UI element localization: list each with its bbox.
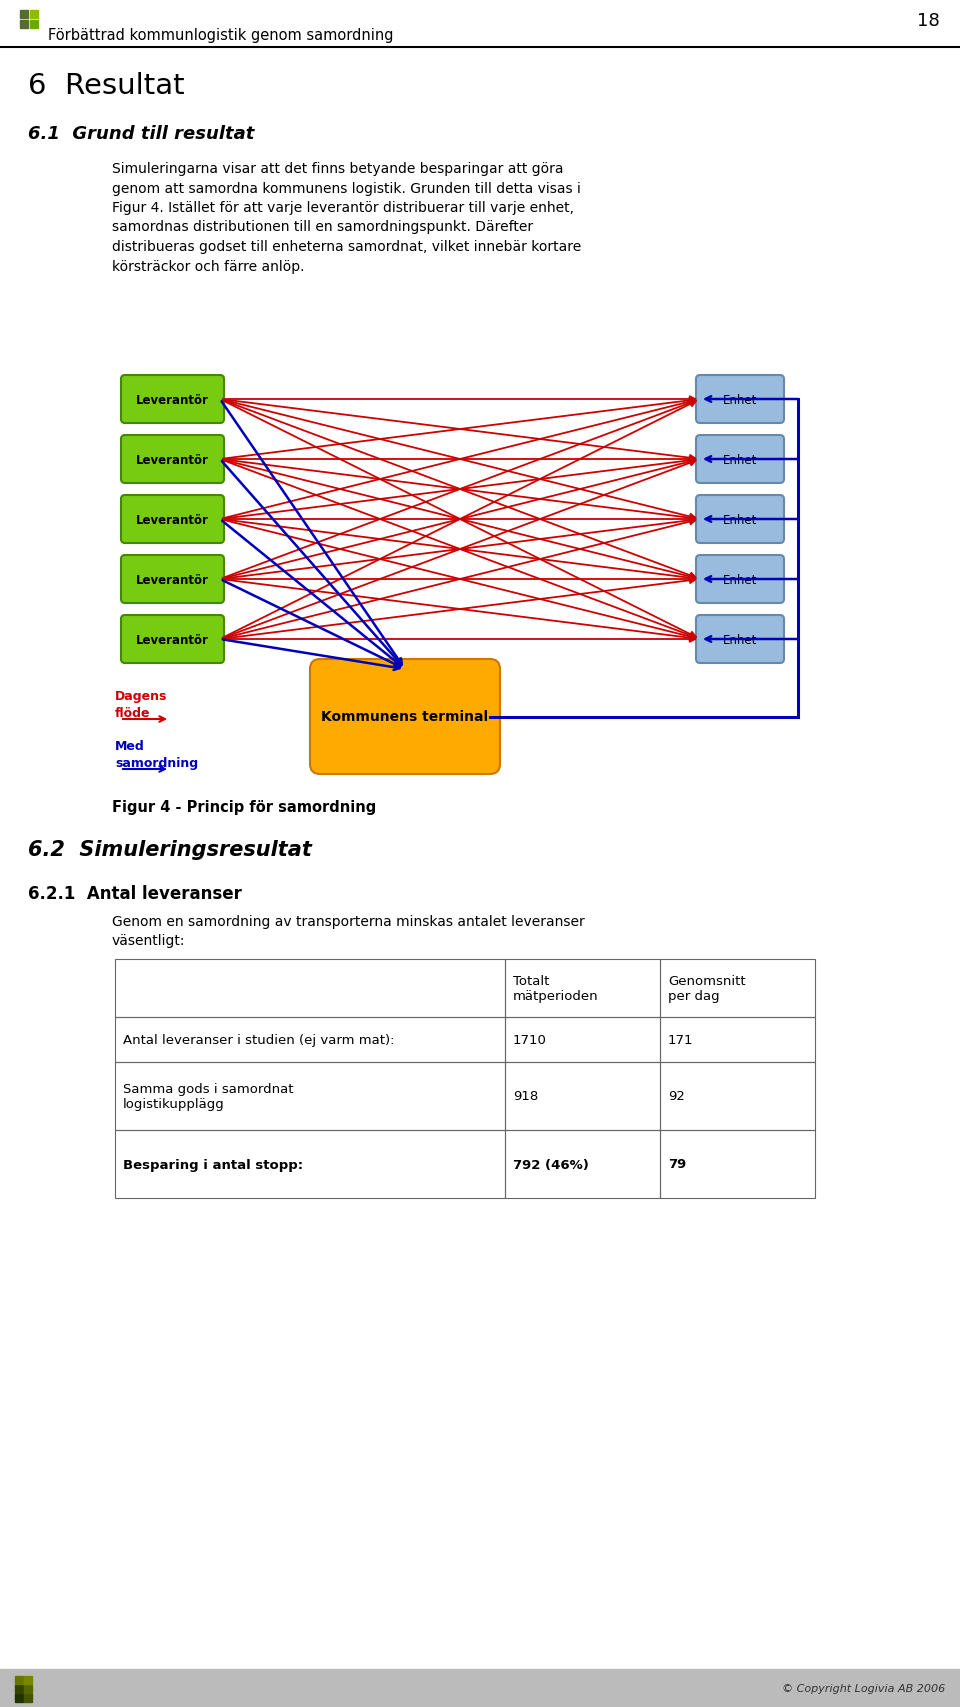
- Text: 918: 918: [513, 1089, 539, 1103]
- Text: Simuleringarna visar att det finns betyande besparingar att göra
genom att samor: Simuleringarna visar att det finns betya…: [112, 162, 581, 273]
- FancyBboxPatch shape: [121, 495, 224, 545]
- Text: 6.1  Grund till resultat: 6.1 Grund till resultat: [28, 125, 254, 143]
- Text: 171: 171: [668, 1033, 693, 1046]
- Text: 18: 18: [917, 12, 940, 31]
- Text: Genomsnitt
per dag: Genomsnitt per dag: [668, 975, 746, 1002]
- Text: Enhet: Enhet: [723, 393, 757, 406]
- Text: Samma gods i samordnat
logistikupplägg: Samma gods i samordnat logistikupplägg: [123, 1082, 294, 1110]
- Text: 6.2.1  Antal leveranser: 6.2.1 Antal leveranser: [28, 884, 242, 903]
- FancyBboxPatch shape: [121, 556, 224, 604]
- Bar: [15, 1685, 23, 1693]
- Text: Leverantör: Leverantör: [136, 633, 209, 647]
- Text: Kommunens terminal: Kommunens terminal: [322, 710, 489, 724]
- Bar: [505, 1130, 660, 1198]
- Text: 6.2  Simuleringsresultat: 6.2 Simuleringsresultat: [28, 840, 312, 860]
- Text: 79: 79: [668, 1157, 686, 1171]
- Bar: [0, 1669, 960, 1707]
- Bar: [505, 1062, 660, 1130]
- Text: 1710: 1710: [513, 1033, 547, 1046]
- Bar: [24, 1685, 32, 1693]
- Bar: [30, 20, 38, 29]
- Text: 92: 92: [668, 1089, 684, 1103]
- Text: Antal leveranser i studien (ej varm mat):: Antal leveranser i studien (ej varm mat)…: [123, 1033, 395, 1046]
- Text: Enhet: Enhet: [723, 633, 757, 647]
- Text: Leverantör: Leverantör: [136, 574, 209, 586]
- FancyBboxPatch shape: [696, 495, 784, 545]
- Text: Leverantör: Leverantör: [136, 393, 209, 406]
- Text: Besparing i antal stopp:: Besparing i antal stopp:: [123, 1157, 303, 1171]
- Text: Dagens
flöde: Dagens flöde: [115, 690, 167, 720]
- Bar: [115, 959, 505, 1017]
- Bar: [115, 1017, 505, 1062]
- Text: Totalt
mätperioden: Totalt mätperioden: [513, 975, 599, 1002]
- FancyBboxPatch shape: [696, 556, 784, 604]
- FancyBboxPatch shape: [121, 435, 224, 483]
- Bar: [24, 1693, 32, 1702]
- Bar: [660, 1130, 815, 1198]
- Bar: [15, 1676, 23, 1685]
- FancyBboxPatch shape: [121, 376, 224, 423]
- Bar: [115, 1062, 505, 1130]
- Text: Förbättrad kommunlogistik genom samordning: Förbättrad kommunlogistik genom samordni…: [48, 27, 394, 43]
- Text: Enhet: Enhet: [723, 454, 757, 466]
- Bar: [30, 10, 38, 19]
- Text: Med
samordning: Med samordning: [115, 739, 198, 770]
- Text: Leverantör: Leverantör: [136, 514, 209, 526]
- Bar: [505, 959, 660, 1017]
- Text: © Copyright Logivia AB 2006: © Copyright Logivia AB 2006: [781, 1683, 945, 1693]
- Bar: [660, 1062, 815, 1130]
- Bar: [115, 1130, 505, 1198]
- Text: 792 (46%): 792 (46%): [513, 1157, 588, 1171]
- FancyBboxPatch shape: [696, 376, 784, 423]
- Bar: [20, 10, 28, 19]
- FancyBboxPatch shape: [310, 659, 500, 775]
- Text: Enhet: Enhet: [723, 574, 757, 586]
- Bar: [24, 1676, 32, 1685]
- Bar: [20, 20, 28, 29]
- FancyBboxPatch shape: [696, 616, 784, 664]
- FancyBboxPatch shape: [121, 616, 224, 664]
- Text: Genom en samordning av transporterna minskas antalet leveranser
väsentligt:: Genom en samordning av transporterna min…: [112, 915, 585, 947]
- Text: 6  Resultat: 6 Resultat: [28, 72, 184, 101]
- Text: Leverantör: Leverantör: [136, 454, 209, 466]
- Text: Enhet: Enhet: [723, 514, 757, 526]
- FancyBboxPatch shape: [696, 435, 784, 483]
- Text: Figur 4 - Princip för samordning: Figur 4 - Princip för samordning: [112, 799, 376, 814]
- Bar: [15, 1693, 23, 1702]
- Bar: [660, 959, 815, 1017]
- Bar: [660, 1017, 815, 1062]
- Bar: [505, 1017, 660, 1062]
